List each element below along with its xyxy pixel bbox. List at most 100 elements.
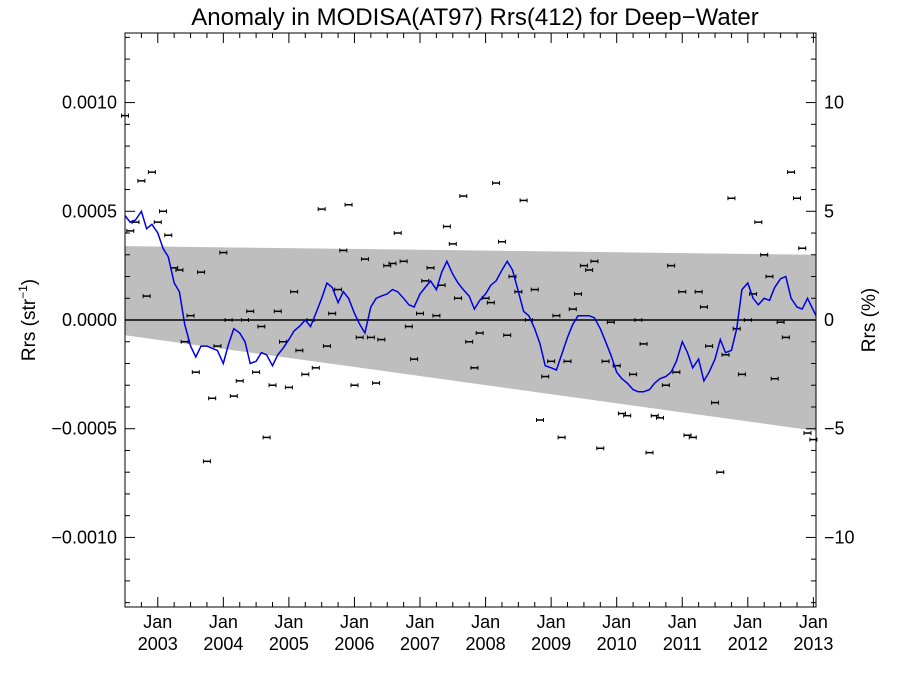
data-point <box>252 370 261 375</box>
data-point <box>273 309 282 314</box>
x-tick-label-year: 2007 <box>400 634 440 654</box>
data-point <box>355 335 364 340</box>
data-point <box>301 372 310 377</box>
data-point <box>754 220 763 225</box>
data-point <box>579 263 588 268</box>
x-tick-label-year: 2005 <box>269 634 309 654</box>
data-point <box>716 470 725 475</box>
data-point <box>590 259 599 264</box>
x-tick-label-year: 2010 <box>597 634 637 654</box>
data-point <box>404 324 413 329</box>
data-point <box>459 194 468 199</box>
data-point <box>552 313 561 318</box>
data-point <box>229 394 238 399</box>
data-point <box>393 231 402 236</box>
data-point <box>519 198 528 203</box>
data-point <box>416 311 425 316</box>
data-point <box>191 370 200 375</box>
data-point <box>727 196 736 201</box>
data-point <box>743 318 752 322</box>
data-point <box>350 383 359 388</box>
x-tick-label-month: Jan <box>340 612 369 632</box>
data-point <box>497 239 506 244</box>
data-point <box>213 344 222 349</box>
data-point <box>328 311 337 316</box>
data-point <box>202 459 211 464</box>
data-point <box>219 250 228 255</box>
data-point <box>770 376 779 381</box>
data-point <box>290 289 299 294</box>
y-axis-label-left-sup: −1 <box>16 285 30 299</box>
data-point <box>426 265 435 270</box>
y-tick-label-right: 10 <box>824 93 844 113</box>
smooth-line-layer <box>124 209 817 393</box>
data-point <box>787 170 796 175</box>
x-tick-label-month: Jan <box>274 612 303 632</box>
y-axis-label-left-end: ) <box>19 279 40 285</box>
data-point <box>574 291 583 296</box>
data-point <box>142 294 151 299</box>
data-point <box>465 339 474 344</box>
data-point <box>634 318 643 322</box>
data-point <box>164 233 173 238</box>
data-point <box>711 400 720 405</box>
data-point <box>360 257 369 262</box>
data-point <box>399 259 408 264</box>
chart-title: Anomaly in MODISA(AT97) Rrs(412) for Dee… <box>191 4 759 31</box>
data-point <box>699 304 708 309</box>
data-point <box>442 224 451 229</box>
data-point <box>530 287 539 292</box>
data-point <box>262 435 271 440</box>
y-tick-label-left: −0.0010 <box>51 527 117 547</box>
data-point <box>547 359 556 364</box>
data-point <box>535 418 544 423</box>
data-point <box>311 365 320 370</box>
data-point <box>322 344 331 349</box>
data-point <box>366 335 375 340</box>
data-point <box>432 313 441 318</box>
y-axis-label-left-base: Rrs (str <box>19 298 40 361</box>
data-point <box>470 365 479 370</box>
data-point <box>235 378 244 383</box>
data-point <box>339 248 348 253</box>
data-point <box>208 396 217 401</box>
data-point <box>317 207 326 212</box>
y-axis-label-left: Rrs (str−1) <box>16 279 40 361</box>
data-point <box>617 411 626 416</box>
data-point <box>606 320 615 325</box>
data-point <box>153 220 162 225</box>
x-tick-label-year: 2013 <box>793 634 833 654</box>
y-tick-label-right: 0 <box>824 310 834 330</box>
data-point <box>284 385 293 390</box>
y-tick-label-left: 0.0010 <box>62 93 117 113</box>
x-tick-label-month: Jan <box>668 612 697 632</box>
data-point <box>645 450 654 455</box>
x-tick-label-month: Jan <box>406 612 435 632</box>
data-point <box>672 370 681 375</box>
y-axis-label-right: Rrs (%) <box>859 288 880 352</box>
x-tick-label-month: Jan <box>799 612 828 632</box>
data-point <box>180 339 189 344</box>
data-point <box>475 331 484 336</box>
data-point <box>678 289 687 294</box>
data-point <box>760 252 769 257</box>
data-point <box>383 263 392 268</box>
data-point <box>246 309 255 314</box>
data-point <box>388 261 397 266</box>
data-point <box>448 241 457 246</box>
data-point <box>568 307 577 312</box>
data-point <box>486 300 495 305</box>
x-tick-label-month: Jan <box>471 612 500 632</box>
x-tick-label-month: Jan <box>537 612 566 632</box>
x-tick-label-year: 2008 <box>466 634 506 654</box>
data-point <box>454 296 463 301</box>
data-point <box>683 433 692 438</box>
data-point <box>705 344 714 349</box>
data-point <box>798 246 807 251</box>
data-point <box>765 274 774 279</box>
data-point <box>503 333 512 338</box>
y-tick-label-right: −10 <box>824 527 855 547</box>
data-point <box>721 352 730 357</box>
data-point <box>623 413 632 418</box>
data-point <box>661 383 670 388</box>
